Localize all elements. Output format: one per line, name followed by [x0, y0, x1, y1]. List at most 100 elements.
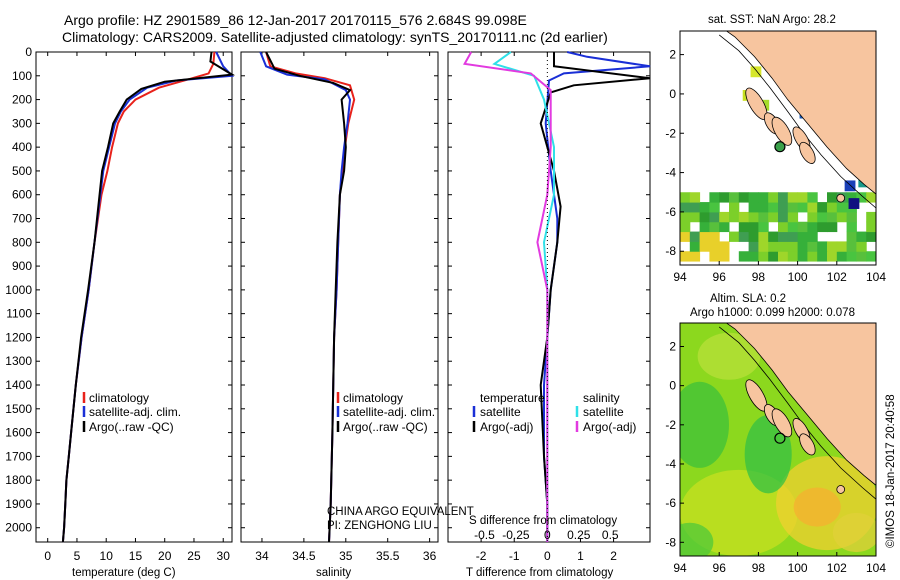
sst_map-frame — [679, 30, 877, 266]
temperature-profile-chart: 0100200300400500600700800900100011001200… — [5, 45, 236, 563]
sst-pixel — [778, 241, 789, 252]
sst-pixel — [729, 231, 740, 242]
sla_map-xtick-label: 94 — [673, 561, 687, 575]
sst-pixel — [846, 231, 857, 242]
sst-pixel — [738, 211, 750, 223]
diff-legend-title-salinity: salinity — [583, 391, 620, 405]
sst-pixel — [827, 241, 838, 252]
sst-pixel — [680, 221, 691, 233]
diff-s-tick-label: -0.25 — [502, 528, 530, 542]
sst_map-xtick-label: 102 — [827, 270, 847, 284]
sst-pixel — [827, 221, 838, 233]
island — [799, 433, 816, 456]
imos-credit: ©IMOS 18-Jan-2017 20:40:58 — [885, 394, 897, 548]
sst-pixel — [846, 211, 857, 223]
sst-pixel — [866, 221, 876, 233]
sst-pixel — [738, 192, 750, 203]
salinity-series-2 — [265, 51, 352, 543]
depth-tick-label: 500 — [12, 164, 32, 178]
temperature-xtick-label: 25 — [187, 549, 201, 563]
island — [836, 193, 846, 203]
sla-map: 94 96 98 100 102 104 -8 -6 -4 -2 0 2 — [665, 322, 886, 575]
depth-tick-label: 600 — [12, 188, 32, 202]
sst-pixel — [797, 192, 808, 203]
depth-tick-label: 200 — [12, 93, 32, 107]
sla-anomaly-patch — [680, 522, 714, 556]
sst-pixel — [689, 241, 701, 252]
sst-pixel — [748, 202, 759, 213]
sla_map-ytick-label: -2 — [665, 418, 676, 432]
sst-pixel — [680, 251, 691, 262]
diff-legend-title-temperature: temperature — [480, 391, 545, 405]
temp-legend-climatology: climatology — [89, 391, 149, 405]
difference-xtick-label: 1 — [577, 549, 584, 563]
temp-legend-argo: Argo(..raw -QC) — [89, 420, 174, 434]
header-line2: Climatology: CARS2009. Satellite-adjuste… — [62, 29, 608, 45]
sst-pixel — [807, 241, 818, 252]
sst-pixel — [680, 231, 691, 242]
sst-pixel — [778, 221, 789, 233]
sst-pixel — [778, 192, 789, 203]
sal-xlabel: salinity — [316, 567, 351, 579]
sst-pixel — [709, 202, 720, 213]
depth-tick-label: 1900 — [5, 497, 32, 511]
sst-map: 94 96 98 100 102 104 -8 -6 -4 -2 0 2 — [665, 30, 886, 284]
sla_map-content — [680, 323, 876, 556]
depth-tick-label: 300 — [12, 116, 32, 130]
sst-pixel — [719, 211, 730, 223]
sst-pixel — [787, 211, 799, 223]
depth-tick-label: 1700 — [5, 449, 32, 463]
sst-pixel — [866, 192, 876, 203]
bathymetry-contour — [718, 34, 876, 209]
sst-pixel — [709, 241, 720, 252]
salinity-xtick-label: 34 — [255, 549, 269, 563]
sst-pixel — [866, 251, 876, 262]
sst-pixel — [738, 251, 750, 262]
sst-pixel — [787, 231, 799, 242]
sst-pixel — [844, 180, 856, 192]
sst-pixel — [719, 192, 730, 203]
sst-pixel — [817, 202, 828, 213]
diff-xlabel: T difference from climatology — [466, 567, 613, 579]
sla_map-ytick-label: -8 — [665, 535, 676, 549]
sst-pixel — [836, 211, 848, 223]
salinity-xtick-label: 35.5 — [376, 549, 400, 563]
difference-xtick-label: 0 — [544, 549, 551, 563]
depth-tick-label: 700 — [12, 212, 32, 226]
sst_map-ytick-label: -6 — [665, 205, 676, 219]
temperature-xtick-label: 5 — [74, 549, 81, 563]
sst-pixel — [758, 202, 769, 213]
sst-pixel — [709, 221, 720, 233]
sst-pixel — [689, 211, 701, 223]
sst-pixel — [719, 221, 730, 233]
sst_map-ytick-label: -8 — [665, 244, 676, 258]
sla_map-ytick-label: 2 — [669, 339, 676, 353]
sst_map-ytick-label: 2 — [669, 48, 676, 62]
sst-pixel — [768, 251, 779, 262]
sst-pixel — [836, 241, 848, 252]
sst_map-content — [680, 31, 876, 265]
sla_map-xtick-label: 96 — [713, 561, 727, 575]
sst-pixel — [689, 251, 701, 262]
sst-pixel — [758, 221, 769, 233]
difference-xtick-label: -1 — [509, 549, 520, 563]
depth-tick-label: 100 — [12, 69, 32, 83]
sst-pixel — [680, 211, 691, 223]
sst-pixel — [817, 251, 828, 262]
sst-pixel — [807, 202, 818, 213]
island — [771, 116, 793, 146]
sst-pixel — [807, 192, 818, 203]
temperature-xtick-label: 0 — [44, 549, 51, 563]
difference-xtick-label: -2 — [476, 549, 487, 563]
sla-anomaly-patch — [793, 487, 841, 527]
source-line1: CHINA ARGO EQUIVALENT — [327, 506, 474, 518]
sst-pixel — [827, 251, 838, 262]
sumatra-landmass — [725, 323, 876, 486]
source-line2: PI: ZENGHONG LIU — [327, 520, 432, 532]
salinity-profile-chart: 34 34.5 35 35.5 36 — [240, 51, 439, 563]
temperature-xtick-label: 20 — [158, 549, 172, 563]
diff-legend-temp-satellite: satellite — [480, 405, 521, 419]
sst_map-xtick-label: 94 — [673, 270, 687, 284]
sst-pixel — [787, 241, 799, 252]
sal-legend-satellite: satellite-adj. clim. — [343, 405, 435, 419]
